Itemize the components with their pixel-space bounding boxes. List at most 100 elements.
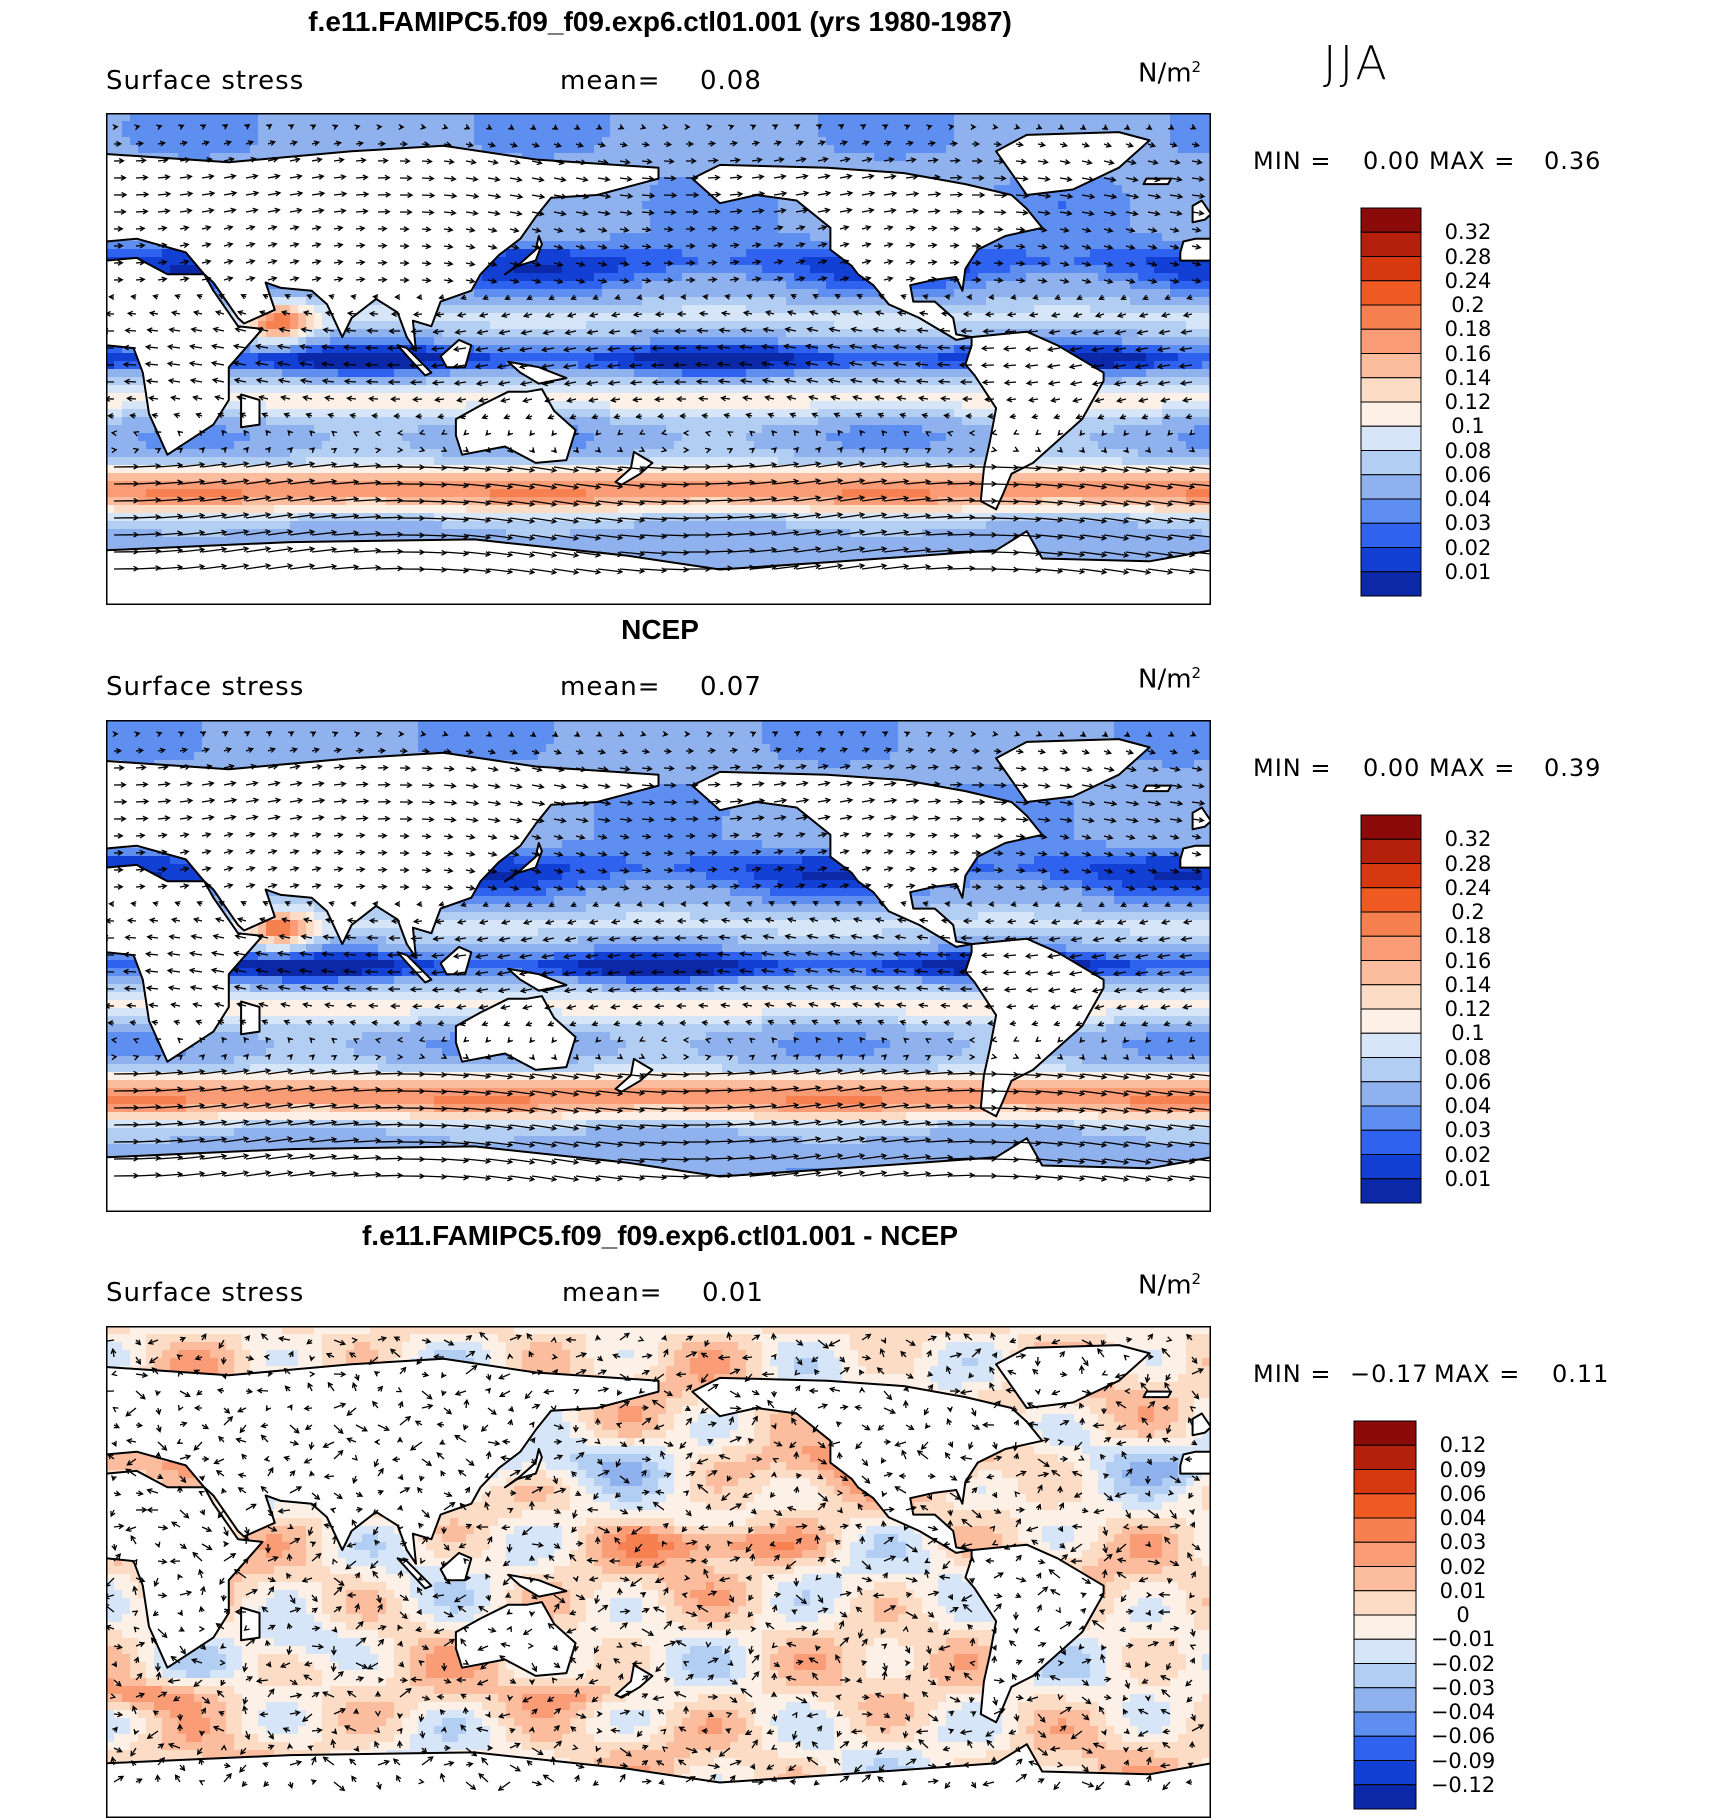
colorbar-tick-label: 0.18 xyxy=(1445,924,1492,948)
map-frame xyxy=(106,113,1211,605)
mean-label: mean= xyxy=(560,66,661,96)
colorbar-swatch xyxy=(1360,353,1422,379)
colorbar-tick-label: 0.06 xyxy=(1445,1070,1492,1094)
colorbar-tick-label: 0.32 xyxy=(1445,220,1492,244)
variable-label: Surface stress xyxy=(106,672,304,702)
landmass-europe-west xyxy=(1179,1450,1211,1475)
max-label: MAX = xyxy=(1429,147,1515,175)
colorbar-tick-label: 0.2 xyxy=(1451,293,1484,317)
colorbar-tick-label: 0.01 xyxy=(1440,1579,1487,1603)
colorbar-tick-label: 0.24 xyxy=(1445,269,1492,293)
max-label: MAX = xyxy=(1434,1360,1520,1388)
colorbar-swatch xyxy=(1353,1760,1417,1786)
colorbar-swatch xyxy=(1360,498,1422,524)
landmass-australia xyxy=(454,388,577,464)
colorbar-tick-label: 0.28 xyxy=(1445,245,1492,269)
min-label: MIN = xyxy=(1253,147,1331,175)
colorbar-tick-label: 0.03 xyxy=(1440,1530,1487,1554)
colorbar-tick-label: 0.12 xyxy=(1445,997,1492,1021)
colorbar-tick-label: 0.12 xyxy=(1440,1433,1487,1457)
colorbar-tick-label: 0.06 xyxy=(1440,1482,1487,1506)
landmass-antarctica xyxy=(106,1137,1211,1212)
colorbar-swatch xyxy=(1353,1493,1417,1519)
colorbar-tick-label: 0.16 xyxy=(1445,949,1492,973)
surface-stress-map-model xyxy=(106,113,1211,605)
landmass-africa xyxy=(106,256,264,456)
surface-stress-map-ncep xyxy=(106,720,1211,1212)
colorbar-tick-label: 0.03 xyxy=(1445,1118,1492,1142)
colorbar-tick-label: 0.08 xyxy=(1445,1046,1492,1070)
unit-label: N/m2 xyxy=(1138,664,1201,695)
mean-value: 0.08 xyxy=(700,66,762,96)
landmass-southamerica xyxy=(964,330,1105,511)
colorbar-tick-label: 0.1 xyxy=(1451,1021,1484,1045)
colorbar-swatch xyxy=(1360,1154,1422,1180)
colorbar-swatch xyxy=(1360,838,1422,864)
colorbar-tick-label: −0.09 xyxy=(1431,1749,1495,1773)
colorbar-swatch xyxy=(1360,571,1422,597)
colorbar-swatch xyxy=(1360,960,1422,986)
map-frame xyxy=(106,720,1211,1212)
map-frame xyxy=(106,1326,1211,1818)
colorbar-absolute-2: 0.32 0.28 0.24 0.2 0.18 0.16 0.14 0.12 0.1 0.08 0.… xyxy=(1360,814,1492,1204)
colorbar-swatch xyxy=(1360,887,1422,913)
colorbar-tick-label: 0.01 xyxy=(1445,560,1492,584)
landmass-britain xyxy=(1191,199,1211,224)
colorbar-tick-label: 0.28 xyxy=(1445,852,1492,876)
colorbar-swatches xyxy=(1360,207,1422,597)
colorbar-tick-label: 0.09 xyxy=(1440,1458,1487,1482)
colorbar-swatch xyxy=(1360,911,1422,937)
min-label: MIN = xyxy=(1253,754,1331,782)
colorbar-swatch xyxy=(1360,207,1422,233)
landmass-greenland xyxy=(995,131,1151,196)
colorbar-tick-label: −0.12 xyxy=(1431,1773,1495,1797)
mean-label: mean= xyxy=(560,672,661,702)
colorbar-swatch xyxy=(1360,522,1422,548)
max-value: 0.36 xyxy=(1544,147,1601,175)
surface-stress-map-difference xyxy=(106,1326,1211,1818)
landmass-sumatra xyxy=(396,951,433,984)
stress-vectors xyxy=(106,730,1211,1182)
landmass-japan xyxy=(504,235,543,276)
max-value: 0.11 xyxy=(1552,1360,1609,1388)
colorbar-swatch xyxy=(1360,450,1422,476)
landmass-europe-west xyxy=(1179,237,1211,262)
max-label: MAX = xyxy=(1429,754,1515,782)
landmass-britain xyxy=(1191,806,1211,831)
colorbar-swatch xyxy=(1360,1129,1422,1155)
colorbar-tick-label: 0.2 xyxy=(1451,900,1484,924)
colorbar-swatch xyxy=(1360,474,1422,500)
colorbar-swatch xyxy=(1360,401,1422,427)
colorbar-tick-label: 0 xyxy=(1456,1603,1469,1627)
landmass-britain xyxy=(1191,1412,1211,1437)
landmass-japan xyxy=(504,1448,543,1489)
colorbar-swatch xyxy=(1360,814,1422,840)
landmass-borneo xyxy=(439,945,473,976)
landmass-northamerica xyxy=(691,163,1044,341)
colorbar-swatch xyxy=(1360,328,1422,354)
colorbar-swatch xyxy=(1353,1566,1417,1592)
colorbar-tick-label: 0.18 xyxy=(1445,317,1492,341)
colorbar-tick-label: 0.02 xyxy=(1440,1555,1487,1579)
min-value: 0.00 xyxy=(1363,147,1420,175)
stress-vectors xyxy=(106,1331,1205,1792)
min-value: 0.00 xyxy=(1363,754,1420,782)
landmass-eurasia xyxy=(106,1357,660,1565)
colorbar-swatches xyxy=(1360,814,1422,1204)
colorbar-swatch xyxy=(1360,935,1422,961)
colorbar-swatch xyxy=(1360,1057,1422,1083)
colorbar-tick-label: −0.06 xyxy=(1431,1724,1495,1748)
colorbar-swatch xyxy=(1353,1687,1417,1713)
colorbar-swatch xyxy=(1360,1008,1422,1034)
colorbar-tick-label: 0.04 xyxy=(1440,1506,1487,1530)
colorbar-tick-label: 0.02 xyxy=(1445,536,1492,560)
variable-label: Surface stress xyxy=(106,66,304,96)
colorbar-tick-label: 0.14 xyxy=(1445,973,1492,997)
colorbar-tick-label: 0.14 xyxy=(1445,366,1492,390)
colorbar-swatch xyxy=(1360,863,1422,889)
landmass-northamerica xyxy=(691,770,1044,948)
colorbar-swatch xyxy=(1353,1784,1417,1810)
colorbar-tick-label: −0.03 xyxy=(1431,1676,1495,1700)
landmass-sumatra xyxy=(396,344,433,377)
landmass-japan xyxy=(504,842,543,883)
